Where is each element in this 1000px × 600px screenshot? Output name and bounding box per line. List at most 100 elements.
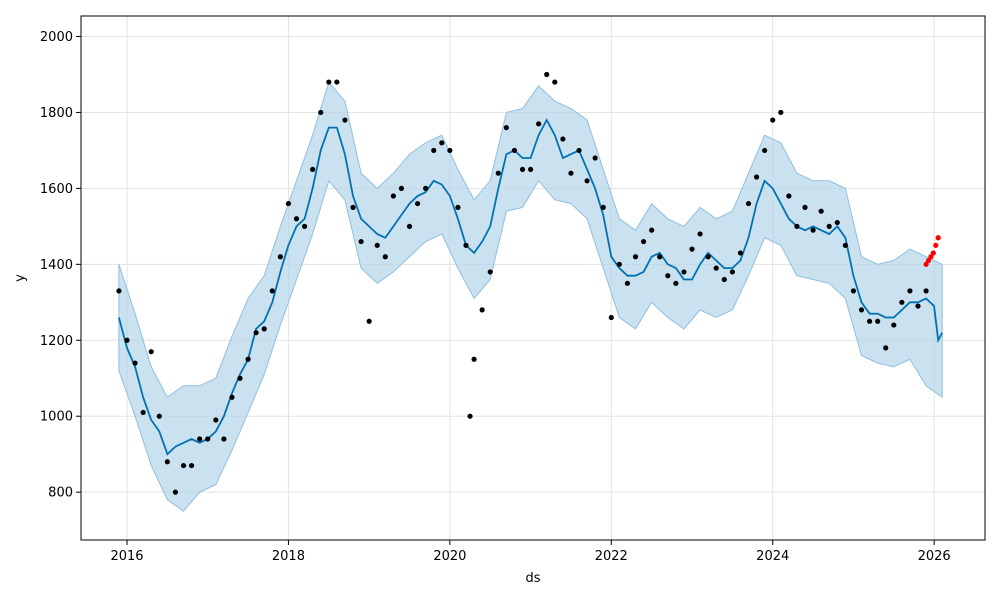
observed-point xyxy=(673,280,679,286)
observed-point xyxy=(406,223,413,229)
observed-point xyxy=(657,254,663,260)
observed-point xyxy=(132,360,138,366)
observed-point xyxy=(366,318,372,324)
y-tick-label: 1200 xyxy=(40,334,73,349)
observed-point xyxy=(584,178,590,184)
observed-point xyxy=(318,109,324,116)
observed-point xyxy=(495,170,501,176)
x-axis-label: ds xyxy=(525,571,540,586)
observed-point xyxy=(786,193,792,199)
y-axis-label: y xyxy=(13,274,28,282)
observed-point xyxy=(277,254,283,260)
y-tick-label: 1800 xyxy=(40,106,73,121)
observed-point xyxy=(479,307,485,313)
observed-point xyxy=(423,185,429,191)
observed-point xyxy=(503,125,509,131)
observed-point xyxy=(285,200,292,207)
observed-point xyxy=(156,413,162,419)
observed-point xyxy=(205,436,211,442)
uncertainty-band-layer xyxy=(118,81,943,512)
observed-point xyxy=(439,140,445,146)
observed-point xyxy=(467,413,473,419)
observed-points-layer xyxy=(116,71,941,495)
observed-point xyxy=(899,299,905,305)
observed-point xyxy=(221,436,227,442)
observed-point xyxy=(293,216,300,222)
observed-point xyxy=(883,345,889,351)
x-tick-label: 2018 xyxy=(272,549,305,564)
recent-point xyxy=(928,254,934,260)
observed-point xyxy=(552,79,558,85)
observed-point xyxy=(858,307,865,313)
observed-point xyxy=(398,185,405,191)
observed-point xyxy=(640,238,647,245)
recent-point xyxy=(933,242,939,248)
observed-point xyxy=(616,261,622,267)
observed-point xyxy=(447,147,453,154)
observed-point xyxy=(253,330,259,336)
observed-point xyxy=(568,170,574,176)
observed-point xyxy=(770,117,776,123)
observed-point xyxy=(560,136,566,142)
observed-point xyxy=(802,204,808,210)
recent-point xyxy=(930,250,936,256)
observed-point xyxy=(463,242,469,248)
observed-point xyxy=(511,147,518,154)
observed-point xyxy=(729,269,735,275)
observed-point xyxy=(600,204,606,210)
observed-point xyxy=(681,269,687,275)
observed-point xyxy=(737,250,744,256)
observed-point xyxy=(875,318,881,324)
y-tick-label: 800 xyxy=(48,486,73,501)
observed-point xyxy=(818,208,824,214)
tick-layer: 2016 2018 2020 2022 2024 2026 800 1000 1200 1400 1… xyxy=(40,30,951,564)
observed-point xyxy=(713,265,719,271)
observed-point xyxy=(116,288,122,294)
forecast-line xyxy=(118,118,943,456)
observed-point xyxy=(374,242,380,248)
observed-point xyxy=(342,117,348,123)
observed-point xyxy=(778,109,784,116)
observed-point xyxy=(455,204,461,210)
observed-point xyxy=(762,147,768,154)
observed-point xyxy=(665,273,671,279)
y-tick-label: 1000 xyxy=(40,410,73,425)
observed-point xyxy=(891,322,897,328)
observed-point xyxy=(544,71,550,78)
recent-point xyxy=(935,235,941,241)
observed-point xyxy=(261,326,267,332)
observed-point xyxy=(753,174,760,180)
observed-point xyxy=(745,200,752,207)
observed-point xyxy=(326,79,332,85)
observed-point xyxy=(431,147,437,154)
observed-point xyxy=(834,219,840,226)
x-tick-label: 2026 xyxy=(918,549,951,564)
observed-point xyxy=(124,337,130,343)
observed-point xyxy=(334,79,340,85)
observed-point xyxy=(697,231,703,237)
observed-point xyxy=(172,489,179,495)
observed-point xyxy=(213,417,219,423)
observed-point xyxy=(310,166,316,173)
observed-point xyxy=(237,375,243,381)
observed-point xyxy=(576,147,582,154)
recent-point xyxy=(925,257,932,264)
observed-point xyxy=(269,288,275,294)
observed-point xyxy=(527,166,534,173)
observed-point xyxy=(689,246,695,252)
recent-point xyxy=(923,261,929,267)
observed-point xyxy=(705,254,711,260)
x-tick-label: 2016 xyxy=(110,549,143,564)
observed-point xyxy=(390,193,396,199)
observed-point xyxy=(810,227,816,233)
observed-point xyxy=(245,356,251,362)
observed-point xyxy=(487,269,493,275)
observed-point xyxy=(471,356,477,362)
x-tick-label: 2022 xyxy=(595,549,628,564)
observed-point xyxy=(907,288,913,294)
observed-point xyxy=(721,276,727,283)
observed-point xyxy=(624,280,631,286)
observed-point xyxy=(866,318,873,324)
